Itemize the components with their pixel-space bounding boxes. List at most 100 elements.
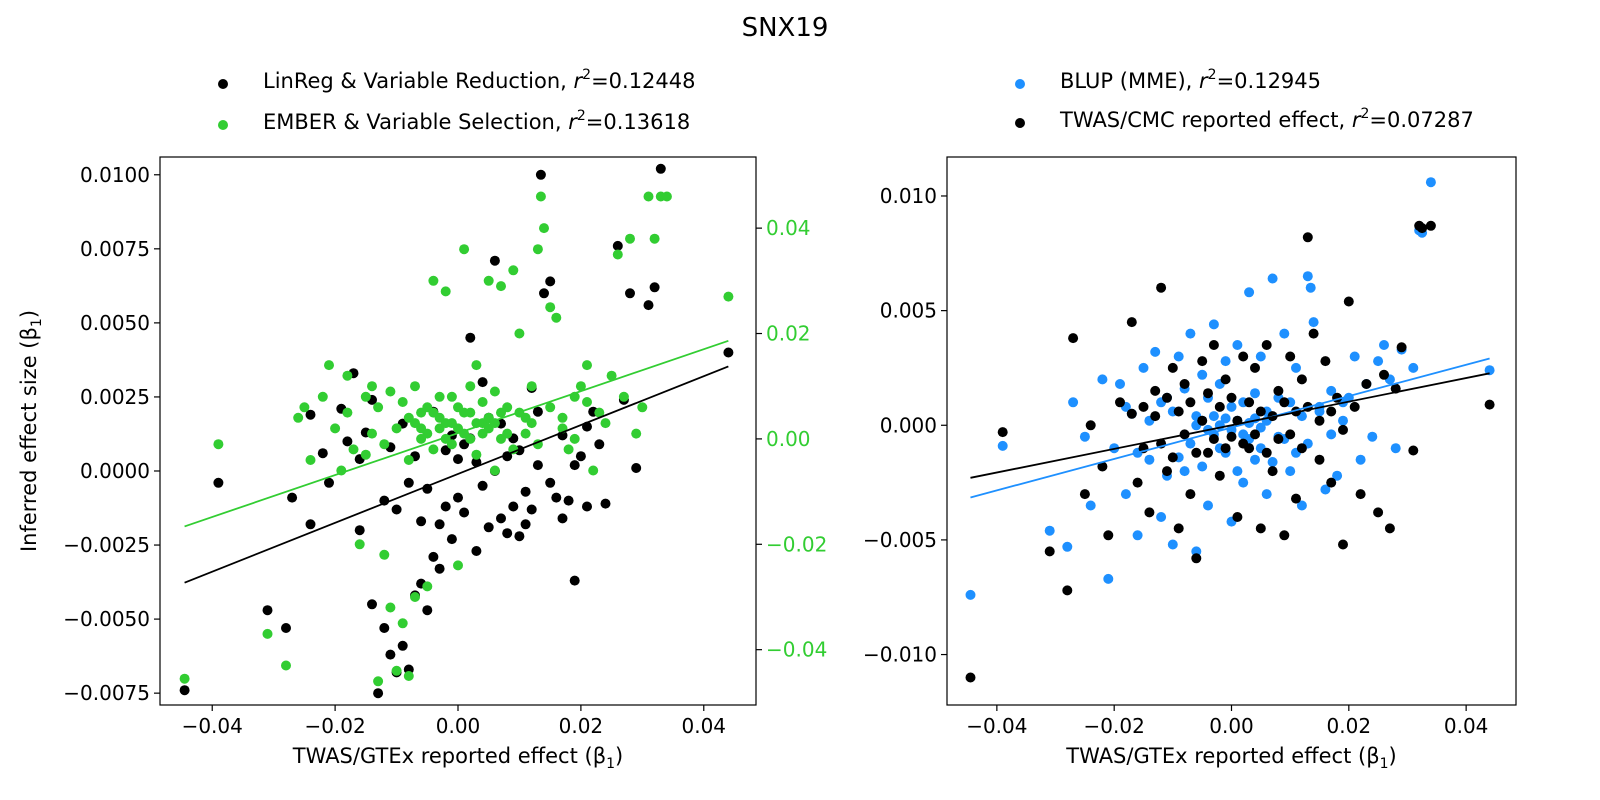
left-series0-point [471, 457, 482, 468]
left-series0-point [551, 492, 562, 503]
right-series1-point [1296, 374, 1307, 385]
right-series1-point [1355, 489, 1366, 500]
left-series1-point [539, 223, 549, 234]
left-series1-point [403, 671, 414, 681]
left-series1-point [637, 402, 648, 413]
right-series1-point [1162, 466, 1172, 477]
right-series1-point [1285, 429, 1296, 440]
left-series1-point [342, 370, 353, 381]
right-series1-point [1255, 406, 1266, 417]
left-series0-point [631, 463, 642, 473]
right-series1-point [1191, 553, 1202, 564]
left-series0-point [600, 498, 611, 509]
right-series1-point [1126, 317, 1137, 328]
left-y-tick-label: 0.0075 [80, 237, 150, 261]
left-x-axis-label: TWAS/GTEx reported effect (β1) [292, 744, 623, 772]
left-y2-tick-label: −0.04 [766, 638, 827, 662]
left-series1-point [354, 539, 365, 550]
right-series1-point [1296, 443, 1307, 454]
right-series0-point [1232, 340, 1243, 350]
left-series0-point [520, 486, 531, 497]
left-series1-point [281, 660, 291, 671]
right-series0-point [1285, 466, 1296, 477]
left-series1-point [600, 418, 611, 429]
right-y-tick-label: 0.000 [880, 413, 937, 437]
right-series0-point [1326, 385, 1337, 396]
right-series1-point [1132, 477, 1143, 488]
right-y-tick-label: 0.010 [880, 184, 937, 208]
right-series0-point [1355, 454, 1366, 465]
left-series1-point [582, 360, 592, 371]
left-series1-point [471, 449, 482, 460]
left-series0-point [459, 507, 470, 518]
left-series0-point [317, 448, 328, 459]
left-series0-point [453, 492, 463, 503]
right-series0-point [1390, 443, 1401, 454]
left-series1-point [422, 581, 433, 592]
left-series1-fit-line [184, 339, 729, 528]
left-x-tick-label: 0.04 [682, 714, 727, 738]
left-x-tick-label: 0.00 [436, 714, 481, 738]
left-series1-point [606, 370, 617, 381]
left-series1-point [496, 407, 506, 418]
legend-marker-ember [218, 120, 228, 130]
right-series1-point [1097, 461, 1108, 472]
left-series0-point [440, 501, 451, 512]
right-series1-point [1384, 523, 1395, 534]
left-series1-point [410, 381, 420, 392]
right-series1-point [1250, 429, 1260, 440]
left-series1-point [299, 402, 310, 413]
right-series1-point [1214, 470, 1225, 481]
left-series1-point [489, 465, 500, 476]
right-series1-point [1203, 447, 1213, 458]
right-series0-point [1305, 282, 1316, 293]
right-series1-point [1361, 379, 1372, 389]
right-series0-point [1220, 356, 1231, 367]
left-series1-point [483, 275, 494, 286]
right-series1-point [1208, 434, 1219, 444]
right-series1-point [1203, 388, 1213, 399]
right-series1-point [1167, 362, 1178, 373]
right-x-tick-label: 0.02 [1327, 714, 1372, 738]
left-series0-point [526, 504, 537, 515]
legend-marker-blup [1015, 79, 1025, 89]
left-series0-point [563, 495, 574, 506]
left-series0-point [496, 513, 506, 524]
left-y2-tick-label: 0.04 [766, 216, 811, 240]
left-y-tick-label: 0.0100 [80, 163, 150, 187]
left-y-tick-label: 0.0025 [80, 385, 150, 409]
left-series1-point [317, 391, 328, 402]
right-series1-point [1484, 399, 1495, 410]
left-series0-point [373, 688, 384, 699]
left-series1-point [526, 381, 537, 392]
right-series0-point [1484, 365, 1495, 376]
left-x-tick-label: −0.02 [304, 714, 365, 738]
left-series0-point [422, 605, 433, 616]
left-series1-point [453, 423, 463, 434]
left-series0-fit-line [184, 365, 729, 584]
left-series0-point [477, 480, 488, 491]
right-series1-point [1302, 232, 1313, 243]
legend-label-linreg: LinReg & Variable Reduction, r2=0.12448 [263, 67, 696, 93]
right-series0-point [1255, 422, 1266, 433]
right-series1-point [1044, 546, 1055, 557]
left-series1-point [588, 465, 599, 476]
left-series1-point [373, 676, 384, 687]
right-series0-point [1250, 388, 1260, 399]
left-series0-point [281, 623, 291, 633]
right-series0-point [1308, 317, 1319, 328]
right-series1-point [1338, 424, 1348, 435]
right-series1-point [1138, 401, 1149, 412]
right-series1-point [1261, 447, 1272, 458]
left-series1-point [649, 233, 660, 244]
left-series0-point [465, 332, 476, 343]
left-series1-point [373, 402, 384, 413]
right-series0-point [1079, 431, 1090, 442]
legend-label-blup: BLUP (MME), r2=0.12945 [1060, 67, 1321, 93]
right-series1-point [1126, 408, 1137, 419]
left-series1-point [324, 360, 334, 371]
left-x-tick-label: 0.02 [559, 714, 604, 738]
right-series1-point [1150, 411, 1161, 422]
legend-label-twas-cmc: TWAS/CMC reported effect, r2=0.07287 [1059, 106, 1474, 132]
left-series0-point [305, 519, 316, 530]
